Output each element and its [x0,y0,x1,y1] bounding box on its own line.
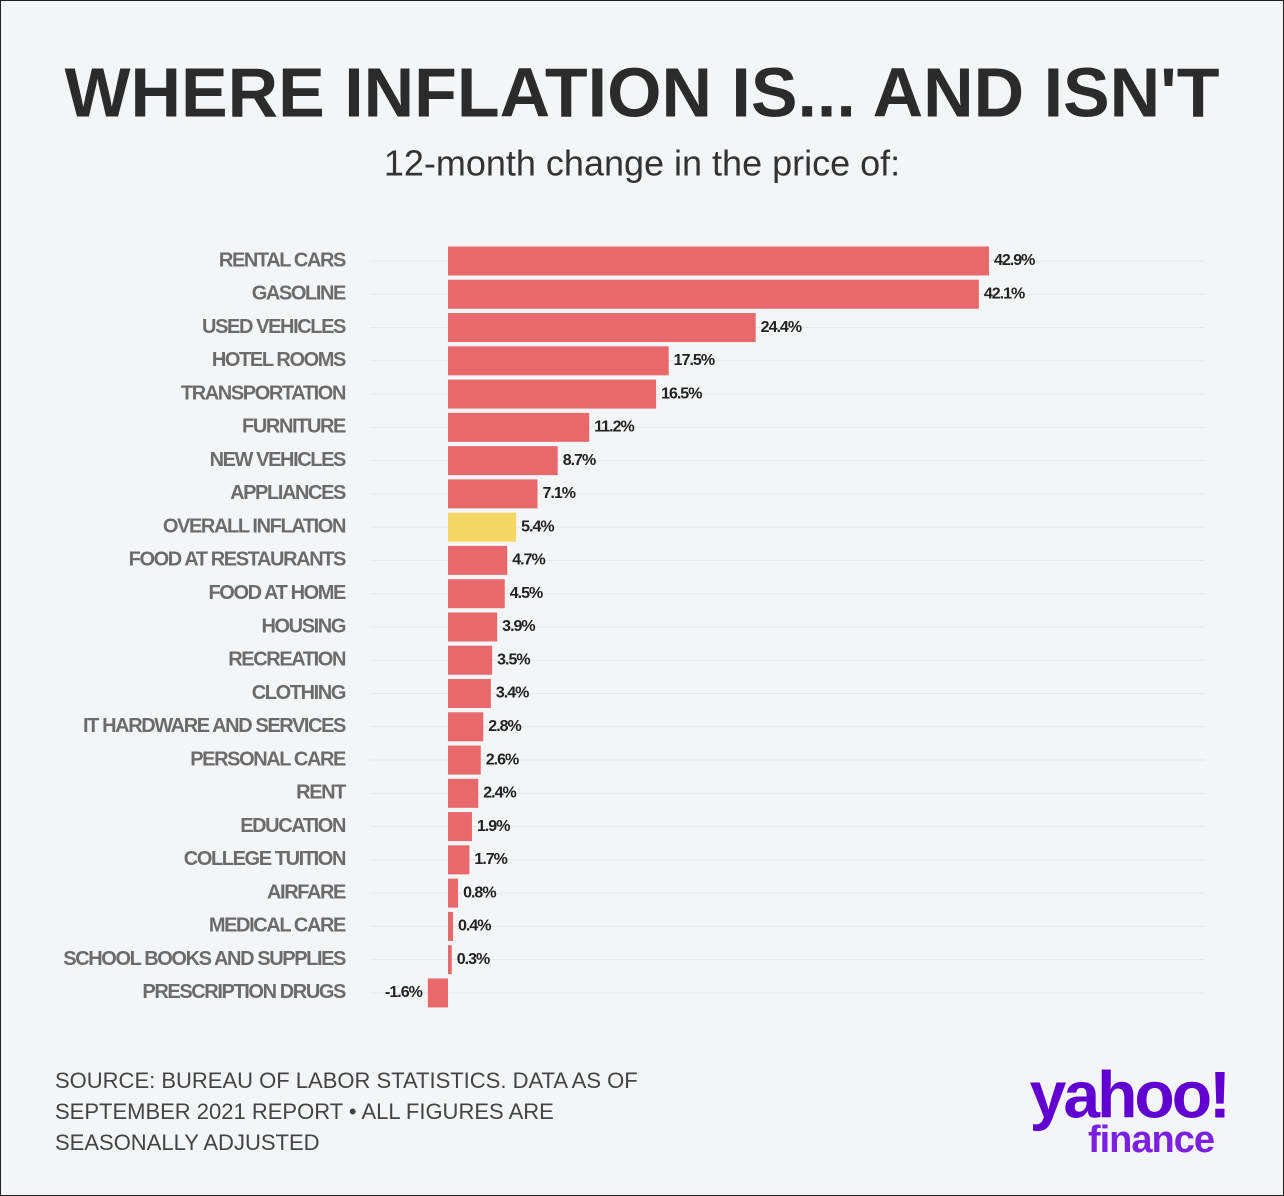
bar [448,679,491,709]
category-label: AIRFARE [267,881,346,903]
bar [448,412,590,442]
bar [448,579,505,609]
category-label: PRESCRIPTION DRUGS [142,981,346,1003]
category-label: EDUCATION [240,815,346,837]
category-label: COLLEGE TUITION [184,848,346,870]
category-label: GASOLINE [252,283,346,305]
value-label: 7.1% [543,485,576,502]
bar [448,911,454,941]
value-label: -1.6% [385,984,423,1001]
category-label: MEDICAL CARE [209,915,346,937]
category-label: RENTAL CARS [219,249,346,271]
category-label: FOOD AT HOME [208,582,346,604]
bar [427,978,448,1008]
category-label: FOOD AT RESTAURANTS [129,549,346,571]
source-line: SEASONALLY ADJUSTED [55,1130,320,1155]
bar [448,812,472,842]
value-label: 17.5% [674,352,715,369]
value-label: 1.7% [474,851,507,868]
category-label: IT HARDWARE AND SERVICES [83,715,346,737]
value-label: 5.4% [521,518,554,535]
value-label: 0.3% [457,951,490,968]
chart-subtitle: 12-month change in the price of: [384,143,900,184]
category-label: SCHOOL BOOKS AND SUPPLIES [63,948,346,970]
value-label: 4.5% [510,585,543,602]
category-label: HOTEL ROOMS [212,349,346,371]
logo: yahoo! [1030,1057,1228,1131]
category-label: NEW VEHICLES [210,449,346,471]
bar [448,279,979,309]
bar [448,313,756,343]
category-label: RENT [296,782,346,804]
bar [448,712,484,742]
value-label: 1.9% [477,818,510,835]
category-label: TRANSPORTATION [181,382,346,404]
source-note: SOURCE: BUREAU OF LABOR STATISTICS. DATA… [55,1068,638,1155]
bar [448,612,498,642]
value-label: 0.8% [463,884,496,901]
value-label: 11.2% [594,419,634,436]
bar [448,945,452,975]
category-label: FURNITURE [242,416,346,438]
category-label: OVERALL INFLATION [163,515,346,537]
bar [448,446,558,476]
category-label: HOUSING [261,615,345,637]
category-label: APPLIANCES [230,482,346,504]
category-label: USED VEHICLES [202,316,346,338]
logo-subtext: finance [1088,1119,1214,1161]
value-label: 3.4% [496,685,529,702]
bar [448,545,508,575]
value-label: 16.5% [661,385,702,402]
value-label: 24.4% [761,319,802,336]
bar [448,512,517,542]
value-label: 2.6% [486,751,519,768]
bar [448,246,989,276]
value-label: 4.7% [512,552,545,569]
category-label: PERSONAL CARE [190,748,346,770]
value-label: 3.9% [502,618,535,635]
bar [448,778,479,808]
value-label: 8.7% [563,452,596,469]
bar [448,379,657,409]
bar [448,645,493,675]
bar [448,845,470,875]
source-line: SEPTEMBER 2021 REPORT • ALL FIGURES ARE [55,1099,554,1124]
chart-title: WHERE INFLATION IS... AND ISN'T [65,53,1220,131]
category-label: RECREATION [228,649,346,671]
source-line: SOURCE: BUREAU OF LABOR STATISTICS. DATA… [55,1068,638,1093]
bar [448,878,459,908]
bar [448,745,481,775]
value-label: 42.9% [994,252,1035,269]
category-label: CLOTHING [252,682,346,704]
value-label: 3.5% [497,651,530,668]
value-label: 42.1% [984,285,1025,302]
value-label: 2.8% [488,718,521,735]
bar [448,479,538,509]
value-label: 0.4% [458,918,491,935]
value-label: 2.4% [483,785,516,802]
bar [448,346,669,376]
